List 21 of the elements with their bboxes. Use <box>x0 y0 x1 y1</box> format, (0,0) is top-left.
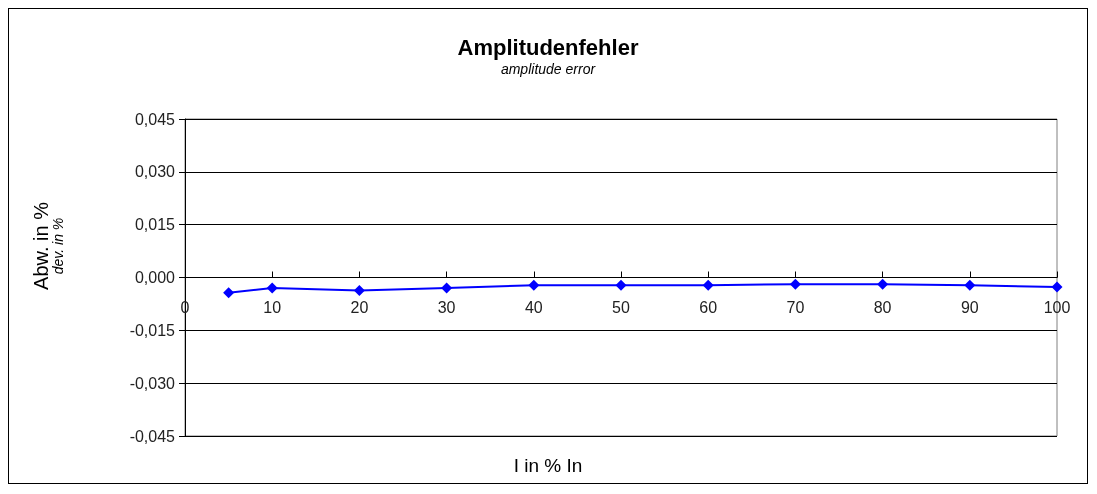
y-tick-label: 0,000 <box>134 269 176 286</box>
chart-title: Amplitudenfehler <box>457 34 639 60</box>
x-tick-label: 10 <box>263 299 282 316</box>
y-tick-label: -0,045 <box>129 427 176 445</box>
x-tick-label: 30 <box>437 299 456 316</box>
x-tick-label: 90 <box>960 299 979 316</box>
x-tick-label: 60 <box>699 299 718 316</box>
y-axis-title: Abw. in % dev. in % <box>30 201 66 290</box>
y-tick-label: 0,015 <box>134 216 176 234</box>
y-tick-label: -0,030 <box>129 374 176 392</box>
x-tick-label: 20 <box>350 299 369 316</box>
x-tick-label: 80 <box>873 299 892 316</box>
chart-subtitle: amplitude error <box>500 61 597 77</box>
x-axis-title: I in % In <box>513 455 583 476</box>
x-tick-label: 40 <box>524 299 543 316</box>
y-tick-label: 0,045 <box>134 110 176 128</box>
x-tick-label: 50 <box>612 299 630 316</box>
x-tick-label: 70 <box>786 299 805 316</box>
x-tick-label: 100 <box>1043 299 1071 316</box>
y-tick-label: 0,030 <box>134 163 176 181</box>
y-tick-label: -0,015 <box>129 321 176 339</box>
